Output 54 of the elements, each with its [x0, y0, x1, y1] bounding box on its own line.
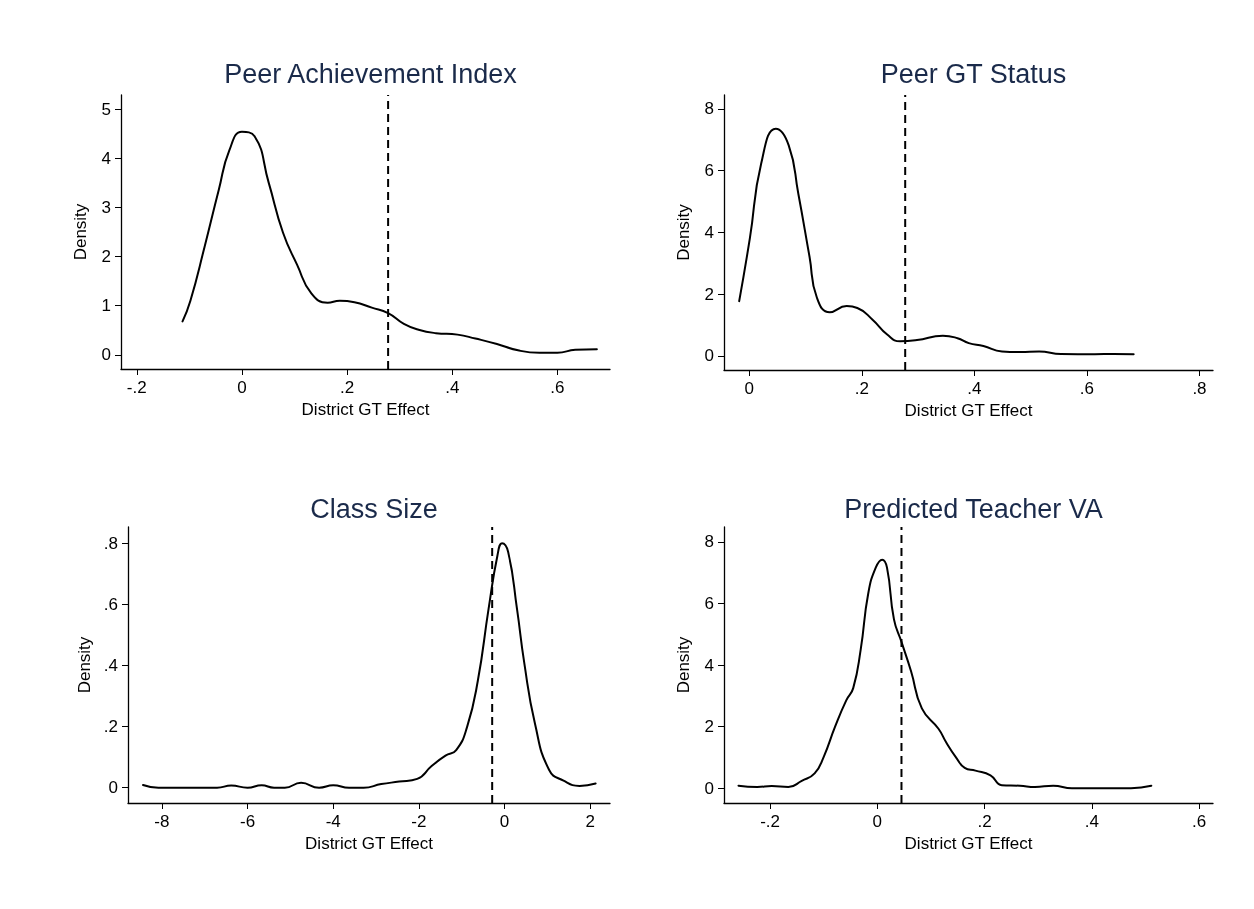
y-tick-label: 0 [704, 778, 714, 798]
y-tick-label: 8 [704, 99, 714, 119]
y-tick-label: 2 [704, 717, 714, 737]
x-tick-label: .4 [445, 378, 460, 397]
y-axis-title: Density [71, 203, 90, 261]
x-tick-label: .4 [1084, 812, 1099, 831]
x-tick-label: .4 [967, 379, 982, 398]
y-tick-label: 2 [101, 247, 111, 267]
y-axis-title: Density [74, 636, 94, 694]
chart-title: Peer Achievement Index [224, 58, 518, 89]
x-tick-label: .2 [977, 812, 992, 831]
y-tick-label: 4 [704, 222, 714, 242]
y-tick-label: .4 [103, 655, 118, 675]
x-tick-label: .8 [1192, 379, 1207, 398]
x-tick-label: -.2 [126, 378, 147, 397]
y-tick-label: 8 [704, 532, 714, 552]
y-tick-label: .6 [103, 594, 118, 614]
y-tick-label: .2 [103, 717, 118, 737]
x-tick-label: -8 [154, 812, 170, 831]
y-tick-label: 4 [704, 655, 714, 675]
x-tick-label: .6 [1079, 379, 1095, 398]
x-tick-label: 0 [237, 378, 247, 397]
y-tick-label: 6 [704, 161, 714, 181]
y-tick-label: 5 [101, 99, 111, 119]
x-tick-label: -4 [325, 812, 341, 831]
x-axis-title: District GT Effect [904, 834, 1033, 853]
x-tick-label: 0 [872, 812, 883, 831]
y-tick-label: 0 [704, 346, 714, 366]
y-tick-label: 4 [101, 148, 111, 168]
y-tick-label: 1 [101, 296, 111, 316]
x-tick-label: .2 [340, 378, 355, 397]
x-tick-label: 0 [744, 379, 755, 398]
x-tick-label: .2 [854, 379, 869, 398]
y-axis-title: Density [674, 636, 693, 694]
y-tick-label: 6 [704, 593, 714, 613]
chart-title: Peer GT Status [880, 58, 1067, 89]
x-axis-title: District GT Effect [305, 834, 434, 853]
y-tick-label: 0 [108, 778, 118, 798]
y-tick-label: 3 [101, 197, 111, 217]
y-axis-title: Density [674, 203, 693, 261]
x-tick-label: .6 [550, 378, 565, 397]
y-tick-label: 0 [101, 345, 111, 365]
chart-title: Class Size [310, 493, 438, 524]
x-tick-label: -2 [411, 812, 427, 831]
x-tick-label: 2 [585, 812, 596, 831]
x-tick-label: -.2 [760, 812, 781, 831]
x-axis-title: District GT Effect [301, 400, 430, 419]
y-tick-label: 2 [704, 284, 714, 304]
x-axis-title: District GT Effect [904, 401, 1033, 420]
y-tick-label: .8 [103, 533, 118, 553]
chart-title: Predicted Teacher VA [844, 493, 1103, 524]
x-tick-label: -6 [239, 812, 256, 831]
x-tick-label: .6 [1191, 812, 1207, 831]
x-tick-label: 0 [499, 812, 510, 831]
